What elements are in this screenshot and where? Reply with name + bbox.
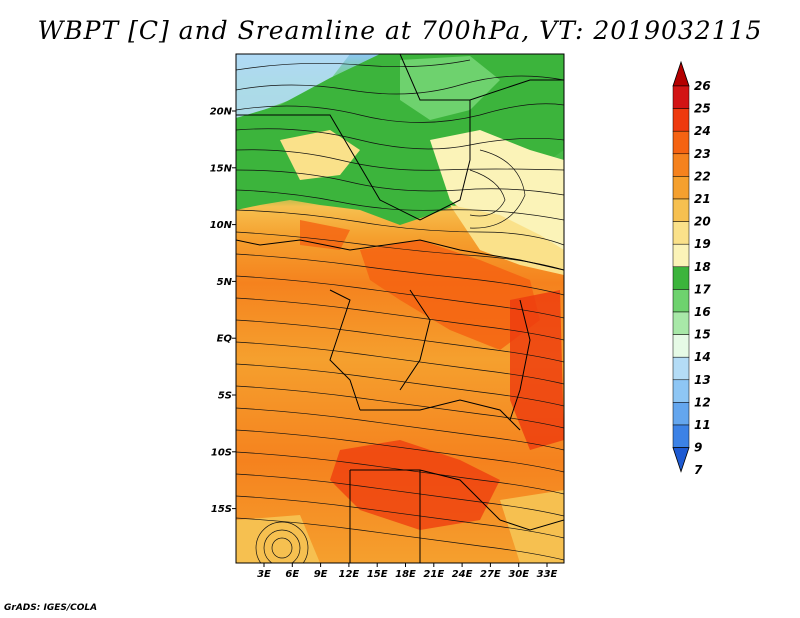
lon-label-24e: 24E bbox=[452, 569, 473, 580]
colorbar-swatch bbox=[672, 289, 690, 313]
colorbar-label-12: 12 bbox=[694, 395, 711, 409]
latitude-labels: 20N 15N 10N 5N EQ 5S 10S 15S bbox=[210, 107, 233, 516]
lat-label-10s: 10S bbox=[211, 447, 232, 458]
colorbar-swatch bbox=[672, 424, 690, 448]
colorbar-label-16: 16 bbox=[694, 305, 711, 319]
longitude-labels: 3E 6E 9E 12E 15E 18E 21E 24E 27E 30E 33E bbox=[257, 569, 557, 580]
colorbar-swatch bbox=[672, 379, 690, 403]
colorbar-swatch bbox=[672, 311, 690, 335]
colorbar-swatch bbox=[672, 334, 690, 358]
lat-label-5s: 5S bbox=[218, 391, 232, 402]
colorbar: 26 25 24 23 22 21 20 19 18 17 16 15 14 13 12 11 9 7 bbox=[672, 60, 711, 477]
colorbar-swatch bbox=[672, 176, 690, 200]
colorbar-label-13: 13 bbox=[694, 373, 711, 387]
colorbar-swatch bbox=[672, 198, 690, 222]
colorbar-swatch bbox=[672, 221, 690, 245]
pale-zone-ne bbox=[430, 130, 564, 250]
colorbar-swatch bbox=[672, 266, 690, 290]
warm-core-central bbox=[360, 240, 540, 350]
lon-label-18e: 18E bbox=[395, 569, 416, 580]
lat-label-10n: 10N bbox=[210, 220, 233, 231]
wbpt-field bbox=[236, 54, 564, 563]
lon-label-3e: 3E bbox=[257, 569, 271, 580]
lat-label-5n: 5N bbox=[217, 277, 233, 288]
colorbar-swatch bbox=[672, 153, 690, 177]
colorbar-label-9: 9 bbox=[694, 441, 702, 455]
cool-zone-nw bbox=[236, 54, 350, 118]
yellow-zone bbox=[450, 205, 564, 275]
lat-label-eq: EQ bbox=[217, 334, 233, 345]
colorbar-swatch bbox=[672, 402, 690, 426]
colorbar-label-25: 25 bbox=[694, 102, 711, 116]
colorbar-swatch bbox=[672, 108, 690, 132]
lon-label-12e: 12E bbox=[339, 569, 360, 580]
colorbar-label-19: 19 bbox=[694, 237, 711, 251]
lat-label-15s: 15S bbox=[211, 504, 232, 515]
colorbar-label-7: 7 bbox=[694, 463, 703, 477]
lon-label-21e: 21E bbox=[423, 569, 444, 580]
lon-label-27e: 27E bbox=[480, 569, 501, 580]
warm-core-south bbox=[330, 440, 500, 530]
colorbar-label-11: 11 bbox=[694, 418, 711, 432]
colorbar-label-23: 23 bbox=[694, 147, 711, 161]
colorbar-label-24: 24 bbox=[694, 124, 711, 138]
lon-label-6e: 6E bbox=[285, 569, 299, 580]
streamlines bbox=[236, 59, 564, 563]
lon-label-30e: 30E bbox=[508, 569, 529, 580]
pale-zone-nw bbox=[280, 130, 360, 180]
colorbar-label-14: 14 bbox=[694, 350, 711, 364]
colorbar-label-22: 22 bbox=[694, 169, 711, 183]
lon-label-33e: 33E bbox=[537, 569, 558, 580]
colorbar-label-21: 21 bbox=[694, 192, 711, 206]
colorbar-swatch bbox=[672, 243, 690, 268]
colorbar-top-arrow bbox=[672, 60, 690, 87]
lat-label-20n: 20N bbox=[210, 107, 233, 118]
colorbar-swatch bbox=[672, 85, 690, 109]
colorbar-label-20: 20 bbox=[694, 215, 711, 229]
mild-zone-se bbox=[500, 490, 564, 563]
colorbar-bottom-arrow bbox=[672, 447, 690, 473]
lon-label-9e: 9E bbox=[314, 569, 328, 580]
colorbar-label-18: 18 bbox=[694, 260, 711, 274]
colorbar-label-15: 15 bbox=[694, 328, 711, 342]
lat-label-15n: 15N bbox=[210, 163, 233, 174]
colorbar-label-26: 26 bbox=[694, 79, 711, 93]
lon-label-15e: 15E bbox=[367, 569, 388, 580]
credit-label: GrADS: IGES/COLA bbox=[4, 603, 98, 613]
warm-core-east bbox=[510, 290, 564, 450]
chart-title: WBPT [C] and Sreamline at 700hPa, VT: 20… bbox=[37, 16, 763, 45]
axis-ticks bbox=[232, 110, 548, 567]
country-borders bbox=[236, 54, 564, 563]
colorbar-swatch bbox=[672, 356, 690, 381]
colorbar-swatch bbox=[672, 130, 690, 155]
map-frame bbox=[235, 53, 565, 564]
colorbar-label-17: 17 bbox=[694, 282, 711, 296]
